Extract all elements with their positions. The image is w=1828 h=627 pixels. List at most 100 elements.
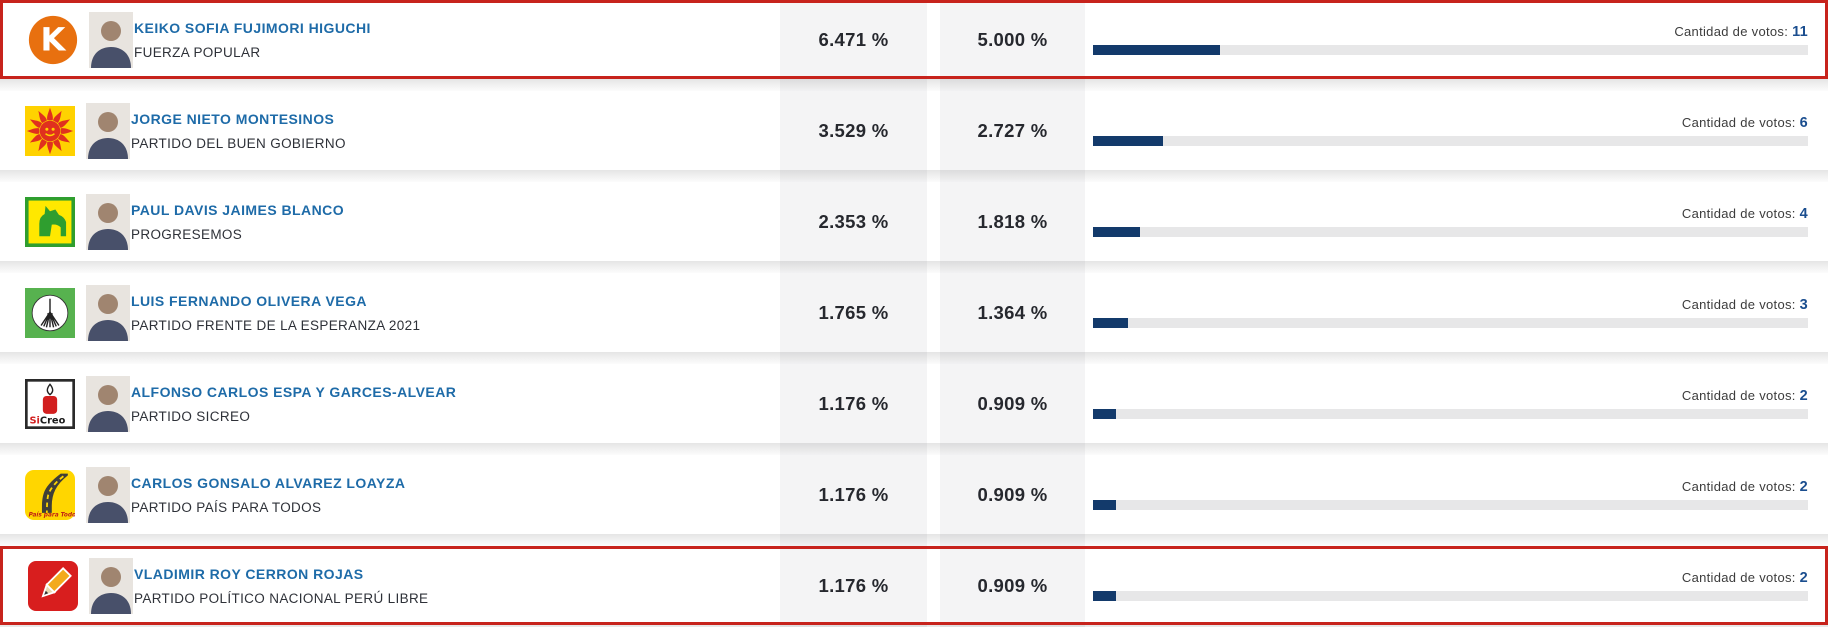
votes-bar-fill	[1093, 45, 1221, 55]
candidate-photo	[89, 557, 133, 614]
votes-count-label: Cantidad de votos:	[1681, 297, 1796, 312]
candidate-photo	[86, 284, 130, 341]
votes-bar-fill	[1093, 227, 1141, 237]
party-logo-sicreo: SiCreo	[25, 378, 75, 429]
candidate-name[interactable]: LUIS FERNANDO OLIVERA VEGA	[131, 292, 367, 309]
votes-bar-fill	[1093, 318, 1129, 328]
candidate-info: ALFONSO CARLOS ESPA Y GARCES-ALVEAR PARTI…	[131, 384, 456, 424]
party-logo-buen-gobierno	[25, 105, 75, 156]
votes-count-value: 2	[1799, 570, 1808, 586]
candidate-info: CARLOS GONSALO ALVAREZ LOAYZA PARTIDO PAÍ…	[131, 475, 405, 515]
votes-area: Cantidad de votos: 2	[1093, 549, 1808, 622]
votes-area: Cantidad de votos: 3	[1093, 273, 1808, 352]
votes-count-value: 11	[1792, 24, 1808, 40]
row-divider	[0, 170, 1828, 182]
votes-area: Cantidad de votos: 6	[1093, 91, 1808, 170]
percentage-column-1-stripe	[780, 0, 927, 627]
candidate-info: LUIS FERNANDO OLIVERA VEGA PARTIDO FRENTE…	[131, 293, 420, 333]
candidate-name[interactable]: ALFONSO CARLOS ESPA Y GARCES-ALVEAR	[131, 383, 457, 400]
percentage-col-2: 0.909 %	[977, 483, 1048, 505]
percentage-col-1: 2.353 %	[818, 210, 889, 232]
party-logo-pais-para-todos: País para Todos	[25, 469, 75, 520]
party-name: PARTIDO DEL BUEN GOBIERNO	[131, 135, 346, 151]
votes-count-label: Cantidad de votos:	[1681, 570, 1796, 585]
percentage-col-2: 1.364 %	[977, 301, 1048, 323]
votes-count-label: Cantidad de votos:	[1681, 388, 1796, 403]
candidate-info: VLADIMIR ROY CERRON ROJAS PARTIDO POLÍTIC…	[134, 566, 428, 606]
votes-bar-track	[1093, 227, 1808, 237]
party-logo-progresemos	[25, 196, 75, 247]
votes-count-value: 6	[1799, 115, 1808, 131]
percentage-col-1: 1.176 %	[818, 483, 889, 505]
votes-count-value: 3	[1799, 297, 1808, 313]
votes-count-value: 2	[1799, 388, 1808, 404]
party-name: PARTIDO FRENTE DE LA ESPERANZA 2021	[131, 317, 421, 333]
percentage-col-1: 6.471 %	[818, 28, 889, 50]
votes-bar-fill	[1093, 409, 1116, 419]
candidate-row: K KEIKO SOFIA FUJIMORI HIGUCHI FUERZA POPU…	[0, 0, 1828, 79]
candidate-name[interactable]: VLADIMIR ROY CERRON ROJAS	[134, 565, 364, 582]
candidate-row: LUIS FERNANDO OLIVERA VEGA PARTIDO FRENTE…	[0, 273, 1828, 352]
percentage-col-1: 1.176 %	[818, 574, 889, 596]
votes-area: Cantidad de votos: 2	[1093, 364, 1808, 443]
party-name: PROGRESEMOS	[131, 226, 243, 242]
row-divider	[0, 625, 1828, 627]
candidate-name[interactable]: KEIKO SOFIA FUJIMORI HIGUCHI	[134, 19, 371, 36]
svg-text:K: K	[41, 20, 67, 58]
percentage-col-2: 0.909 %	[977, 392, 1048, 414]
candidate-photo	[86, 466, 130, 523]
row-divider	[0, 352, 1828, 364]
candidate-photo	[86, 102, 130, 159]
votes-area: Cantidad de votos: 4	[1093, 182, 1808, 261]
percentage-column-2-stripe	[940, 0, 1085, 627]
party-name: PARTIDO POLÍTICO NACIONAL PERÚ LIBRE	[134, 590, 429, 606]
votes-bar-track	[1093, 591, 1808, 601]
candidate-row: SiCreo ALFONSO CARLOS ESPA Y GARCES-ALVEA…	[0, 364, 1828, 443]
votes-bar-track	[1093, 318, 1808, 328]
votes-area: Cantidad de votos: 2	[1093, 455, 1808, 534]
percentage-col-1: 1.765 %	[818, 301, 889, 323]
percentage-col-2: 1.818 %	[977, 210, 1048, 232]
votes-count-label: Cantidad de votos:	[1674, 24, 1789, 39]
candidate-row: VLADIMIR ROY CERRON ROJAS PARTIDO POLÍTIC…	[0, 546, 1828, 625]
row-divider	[0, 79, 1828, 91]
percentage-col-2: 0.909 %	[977, 574, 1048, 596]
candidate-info: PAUL DAVIS JAIMES BLANCO PROGRESEMOS	[131, 202, 344, 242]
party-name: FUERZA POPULAR	[134, 44, 261, 60]
party-logo-fuerza-popular: K	[28, 15, 78, 65]
candidate-name[interactable]: CARLOS GONSALO ALVAREZ LOAYZA	[131, 474, 406, 491]
candidate-photo	[86, 375, 130, 432]
candidate-row: PAUL DAVIS JAIMES BLANCO PROGRESEMOS 2.353…	[0, 182, 1828, 261]
candidate-info: KEIKO SOFIA FUJIMORI HIGUCHI FUERZA POPUL…	[134, 20, 371, 60]
candidate-photo	[89, 11, 133, 68]
party-name: PARTIDO PAÍS PARA TODOS	[131, 499, 322, 515]
votes-bar-fill	[1093, 136, 1164, 146]
candidate-name[interactable]: PAUL DAVIS JAIMES BLANCO	[131, 201, 345, 218]
party-logo-peru-libre	[28, 560, 78, 611]
candidate-row: JORGE NIETO MONTESINOS PARTIDO DEL BUEN G…	[0, 91, 1828, 170]
party-logo-esperanza-2021	[25, 287, 75, 338]
votes-bar-track	[1093, 136, 1808, 146]
percentage-col-2: 5.000 %	[977, 28, 1048, 50]
votes-count-label: Cantidad de votos:	[1681, 479, 1796, 494]
candidate-info: JORGE NIETO MONTESINOS PARTIDO DEL BUEN G…	[131, 111, 346, 151]
svg-text:País para Todos: País para Todos	[29, 511, 75, 518]
row-divider	[0, 261, 1828, 273]
row-divider	[0, 443, 1828, 455]
votes-bar-track	[1093, 500, 1808, 510]
votes-area: Cantidad de votos: 11	[1093, 3, 1808, 76]
votes-bar-fill	[1093, 591, 1116, 601]
votes-count-label: Cantidad de votos:	[1681, 206, 1796, 221]
row-divider	[0, 534, 1828, 546]
votes-bar-fill	[1093, 500, 1116, 510]
percentage-col-1: 3.529 %	[818, 119, 889, 141]
candidate-photo	[86, 193, 130, 250]
votes-bar-track	[1093, 409, 1808, 419]
percentage-col-1: 1.176 %	[818, 392, 889, 414]
svg-text:SiCreo: SiCreo	[29, 415, 65, 426]
votes-count-value: 4	[1799, 206, 1808, 222]
votes-count-label: Cantidad de votos:	[1681, 115, 1796, 130]
candidate-name[interactable]: JORGE NIETO MONTESINOS	[131, 110, 335, 127]
candidate-row: País para Todos CARLOS GONSALO ALVAREZ LO…	[0, 455, 1828, 534]
